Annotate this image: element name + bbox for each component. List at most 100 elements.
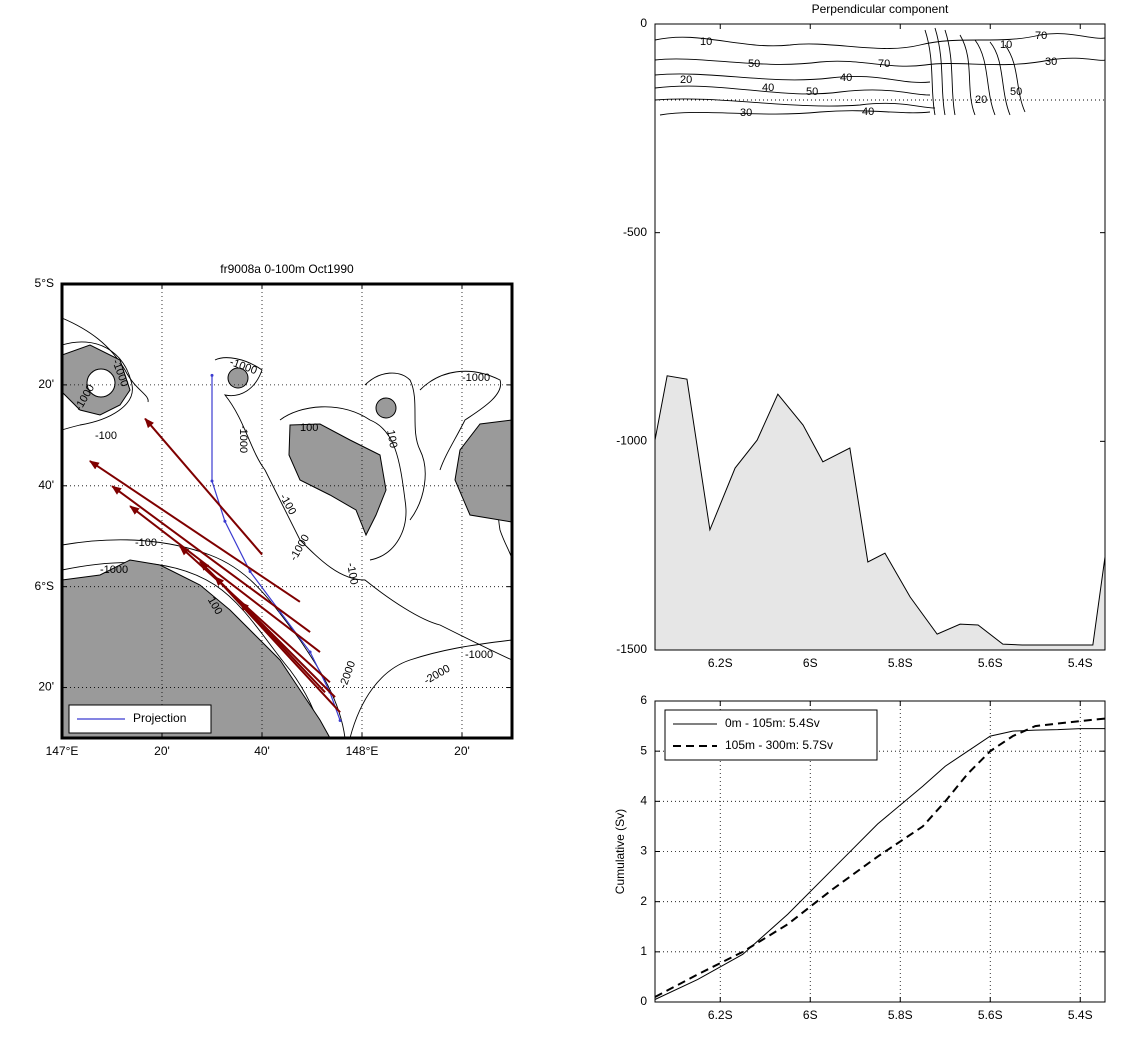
contour — [924, 27, 1026, 116]
plot-frame — [654, 700, 1106, 1003]
y-tick-label: 1 — [640, 944, 647, 958]
x-tick-label: 5.6S — [978, 656, 1003, 670]
series-line — [654, 717, 1106, 998]
x-tick-label: 5.8S — [888, 1008, 913, 1022]
contour — [364, 372, 426, 521]
x-tick-label: 5.4S — [1068, 1008, 1093, 1022]
y-tick-label: 5 — [640, 743, 647, 757]
velocity-vector — [129, 505, 321, 653]
legend-label: 105m - 300m: 5.7Sv — [725, 738, 833, 752]
contour-label: 10 — [1000, 39, 1012, 51]
contour-label: 10 — [700, 36, 712, 48]
y-tick-label: 2 — [640, 894, 647, 908]
contour-label: -1000 — [237, 425, 249, 453]
contour — [62, 539, 346, 738]
contour-label: 40 — [862, 106, 874, 118]
y-tick-label: 4 — [640, 794, 647, 808]
projection-point — [210, 373, 214, 377]
contour — [655, 85, 931, 96]
contour-label: 30 — [740, 107, 752, 119]
bathymetry — [654, 375, 1106, 651]
series-line — [654, 728, 1105, 1000]
y-tick-label: 5°S — [35, 276, 54, 290]
land — [227, 367, 249, 389]
projection-point — [223, 519, 227, 523]
contour — [659, 110, 931, 116]
contour-label: -1000 — [100, 564, 128, 576]
plot-frame — [60, 282, 514, 740]
velocity-vector — [89, 460, 301, 603]
contour-label: -2000 — [422, 663, 452, 687]
velocity-vector — [214, 575, 341, 713]
plot-frame — [654, 23, 1106, 651]
contour-label: 100 — [384, 429, 399, 449]
chart-title: fr9008a 0-100m Oct1990 — [220, 262, 354, 276]
projection-point — [248, 570, 252, 574]
y-tick-label: 3 — [640, 844, 647, 858]
contour-label: -100 — [277, 492, 298, 517]
x-tick-label: 147°E — [46, 744, 79, 758]
velocity-vector — [111, 485, 311, 633]
velocity-vector — [239, 601, 326, 693]
projection-point — [338, 718, 342, 722]
chart-title: Perpendicular component — [812, 2, 949, 16]
contour — [349, 639, 512, 738]
x-tick-label: 6S — [803, 1008, 818, 1022]
land — [454, 419, 512, 523]
contour — [655, 57, 1105, 67]
contour — [62, 317, 149, 403]
velocity-vector — [144, 417, 263, 556]
contour — [214, 357, 512, 661]
legend-label: 0m - 105m: 5.4Sv — [725, 716, 820, 730]
contour-label: 50 — [1010, 86, 1022, 98]
projection-point — [308, 650, 312, 654]
y-axis-label: Cumulative (Sv) — [613, 809, 627, 894]
contour-label: 40 — [840, 72, 852, 84]
land-hole — [86, 368, 116, 398]
y-tick-label: 40' — [38, 478, 54, 492]
contour — [62, 341, 133, 431]
contour-label: -100 — [344, 562, 360, 586]
contour-label: -1000 — [465, 649, 493, 661]
x-tick-label: 40' — [254, 744, 270, 758]
contour-label: 30 — [1045, 56, 1057, 68]
x-tick-label: 5.4S — [1068, 656, 1093, 670]
contour-label: 50 — [748, 58, 760, 70]
x-tick-label: 20' — [454, 744, 470, 758]
land — [288, 423, 387, 537]
contour-label: 70 — [1035, 30, 1047, 42]
y-tick-label: -1000 — [616, 434, 647, 448]
y-tick-label: -500 — [623, 225, 647, 239]
land — [375, 397, 397, 419]
x-tick-label: 6.2S — [708, 656, 733, 670]
contour-label: -1000 — [462, 372, 490, 384]
legend-box — [664, 709, 878, 761]
x-tick-label: 148°E — [346, 744, 379, 758]
y-tick-label: 6 — [640, 693, 647, 707]
contour-label: 20 — [680, 74, 692, 86]
y-tick-label: 0 — [640, 994, 647, 1008]
contour — [655, 33, 1105, 49]
contour-label: 40 — [762, 82, 774, 94]
contour-label: -2000 — [337, 659, 358, 690]
projection-point — [210, 479, 214, 483]
x-tick-label: 6S — [803, 656, 818, 670]
contour-label: 70 — [878, 58, 890, 70]
contour — [655, 73, 931, 83]
land — [62, 559, 331, 738]
contour-label: -100 — [95, 430, 117, 442]
projection-line — [211, 375, 341, 721]
y-tick-label: 0 — [640, 16, 647, 30]
section-contours — [655, 27, 1105, 116]
contour-label: 20 — [975, 94, 987, 106]
x-tick-label: 20' — [154, 744, 170, 758]
x-tick-label: 6.2S — [708, 1008, 733, 1022]
contour-label: 100 — [300, 422, 318, 434]
legend-label: Projection — [133, 711, 186, 725]
contour-label: -100 — [135, 537, 157, 549]
contour — [279, 406, 407, 561]
contour — [655, 98, 936, 109]
y-tick-label: 6°S — [35, 579, 54, 593]
x-tick-label: 5.8S — [888, 656, 913, 670]
